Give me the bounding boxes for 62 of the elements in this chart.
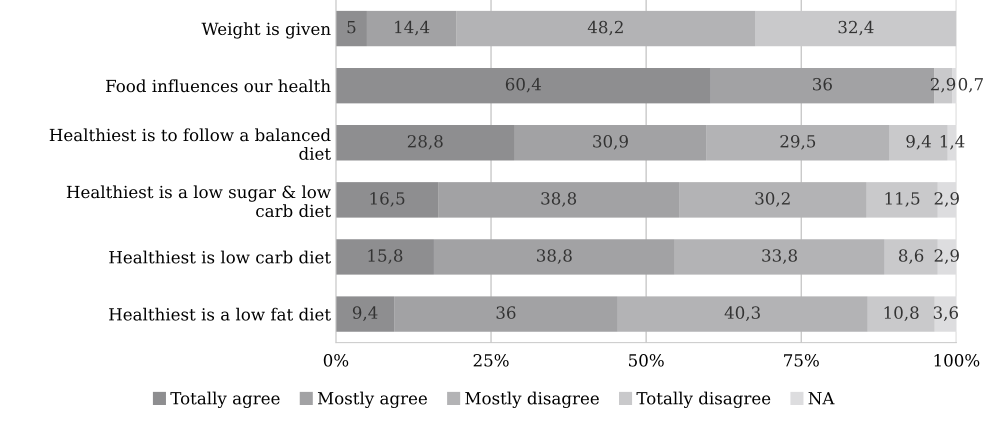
bar: [336, 125, 515, 160]
x-tick-label: 50%: [629, 354, 664, 367]
data-label: 2,9: [930, 78, 956, 93]
data-label: 11,5: [886, 192, 920, 207]
bar: [366, 10, 456, 46]
legend-label: Mostly disagree: [465, 392, 599, 408]
y-tick-label: Weight is given: [202, 22, 331, 39]
data-label: 38,8: [541, 192, 576, 207]
bar: [706, 125, 890, 160]
bar: [336, 296, 394, 332]
data-label: 0,7: [958, 78, 983, 93]
legend-label: Totally disagree: [636, 392, 770, 408]
data-label: 2,9: [934, 249, 959, 264]
data-label: 36: [813, 78, 832, 90]
data-label: 33,8: [762, 249, 797, 264]
data-label: 15,8: [368, 249, 402, 264]
bar: [336, 68, 711, 104]
bar: [434, 239, 675, 275]
data-label: 9,4: [906, 134, 931, 150]
legend-label: Totally agree: [170, 392, 280, 408]
x-tick-label: 100%: [934, 354, 980, 367]
bar: [456, 10, 756, 46]
data-label: 28,8: [408, 134, 443, 150]
data-label: 30,2: [755, 192, 790, 207]
data-label: 1,4: [940, 134, 964, 150]
bar: [336, 239, 434, 275]
legend-label: NA: [808, 392, 835, 405]
data-label: 10,8: [884, 306, 919, 321]
bar: [514, 125, 706, 160]
y-tick-label: Healthiest is a low sugar & low carb diet: [66, 185, 331, 218]
data-label: 16,5: [370, 192, 404, 207]
bar: [868, 296, 935, 332]
bar: [934, 296, 956, 332]
bar: [336, 182, 438, 218]
data-label: 32,4: [838, 20, 874, 36]
data-label: 29,5: [780, 134, 816, 150]
bar: [618, 296, 868, 332]
y-tick-label: Healthiest is low carb diet: [109, 250, 331, 264]
data-label: 30,9: [593, 134, 628, 150]
data-label: 3,6: [934, 306, 958, 321]
bar: [394, 296, 618, 332]
y-tick-label: Healthiest is to follow a balanced diet: [50, 128, 331, 160]
data-label: 14,4: [395, 20, 430, 36]
data-label: 2,9: [934, 192, 959, 207]
data-label: 60,4: [506, 78, 542, 93]
bar: [674, 239, 884, 275]
data-label: 8,6: [898, 249, 924, 264]
y-tick-label: Healthiest is a low fat diet: [109, 308, 331, 321]
legend-label: Mostly agree: [318, 392, 427, 408]
data-label: 36: [496, 306, 516, 319]
bar: [438, 182, 680, 218]
x-tick-label: 75%: [784, 354, 819, 367]
x-tick-label: 25%: [474, 354, 509, 367]
data-label: 40,3: [724, 306, 760, 321]
data-label: 48,2: [588, 20, 623, 36]
data-label: 5: [348, 21, 356, 34]
x-tick-label: 0%: [324, 354, 348, 367]
bar: [679, 182, 866, 218]
data-label: 38,8: [537, 249, 572, 264]
data-label: 9,4: [352, 306, 378, 321]
y-tick-label: Food influences our health: [106, 79, 331, 92]
bar: [336, 10, 367, 46]
